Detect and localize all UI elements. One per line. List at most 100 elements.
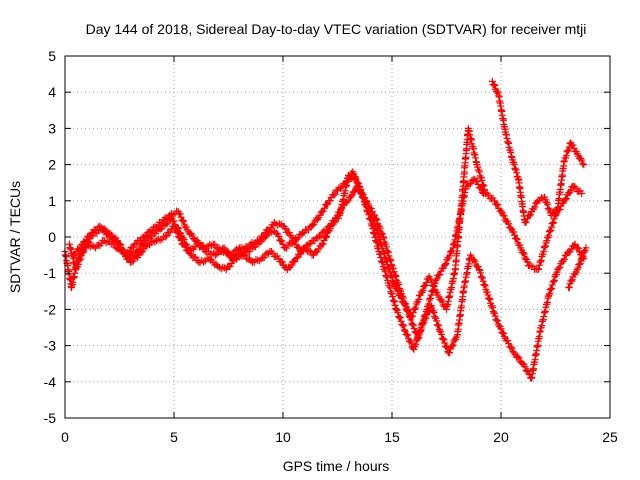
data-point-marker	[299, 229, 307, 237]
data-point-marker	[279, 240, 287, 248]
y-tick-label: 1	[48, 193, 56, 209]
data-point-marker	[129, 257, 137, 265]
data-point-marker	[570, 182, 578, 190]
data-point-marker	[432, 276, 440, 284]
data-point-marker	[504, 337, 512, 345]
chart-title: Day 144 of 2018, Sidereal Day-to-day VTE…	[86, 21, 587, 37]
data-point-marker	[429, 286, 437, 294]
data-point-marker	[299, 246, 307, 254]
data-point-marker	[449, 341, 457, 349]
data-point-marker	[543, 237, 551, 245]
data-point-marker	[494, 317, 502, 325]
data-point-marker	[415, 330, 423, 338]
data-point-marker	[130, 251, 138, 259]
data-point-marker	[310, 220, 318, 228]
data-point-marker	[544, 204, 552, 212]
data-point-marker	[465, 181, 473, 189]
data-point-marker	[448, 247, 456, 255]
data-point-marker	[262, 233, 270, 241]
data-point-marker	[546, 289, 554, 297]
y-tick-label: -5	[44, 410, 57, 426]
data-point-marker	[477, 273, 485, 281]
data-point-marker	[484, 291, 492, 299]
data-point-marker	[545, 291, 553, 299]
data-point-marker	[386, 284, 394, 292]
data-point-marker	[338, 183, 346, 191]
data-point-marker	[278, 237, 286, 245]
data-point-marker	[569, 141, 577, 149]
data-point-marker	[473, 177, 481, 185]
data-point-marker	[392, 305, 400, 313]
data-point-marker	[367, 204, 375, 212]
data-point-marker	[117, 241, 125, 249]
data-point-marker	[80, 247, 88, 255]
data-point-marker	[531, 203, 539, 211]
data-point-marker	[287, 262, 295, 270]
data-point-marker	[356, 187, 364, 195]
data-point-marker	[383, 247, 391, 255]
data-point-marker	[126, 247, 134, 255]
data-point-marker	[317, 232, 325, 240]
data-point-marker	[77, 252, 85, 260]
data-point-marker	[500, 333, 508, 341]
data-point-marker	[347, 193, 355, 201]
data-point-marker	[550, 277, 558, 285]
data-point-marker	[499, 211, 507, 219]
data-point-marker	[278, 258, 286, 266]
data-point-marker	[230, 250, 238, 258]
data-point-marker	[301, 245, 309, 253]
data-point-marker	[433, 321, 441, 329]
data-point-marker	[410, 325, 418, 333]
data-point-marker	[474, 263, 482, 271]
data-point-marker	[399, 322, 407, 330]
data-point-marker	[364, 200, 372, 208]
data-point-marker	[512, 235, 520, 243]
data-point-marker	[320, 204, 328, 212]
data-point-marker	[446, 348, 454, 356]
data-point-marker	[417, 327, 425, 335]
data-point-marker	[540, 244, 548, 252]
data-point-marker	[415, 334, 423, 342]
data-point-marker	[578, 254, 586, 261]
data-point-marker	[409, 321, 417, 329]
data-point-marker	[395, 313, 403, 321]
data-point-marker	[547, 226, 555, 234]
data-point-marker	[309, 221, 317, 229]
data-point-marker	[549, 219, 557, 227]
data-point-marker	[579, 160, 587, 168]
data-point-marker	[510, 228, 518, 236]
data-point-marker	[560, 256, 568, 264]
data-point-marker	[562, 194, 570, 202]
data-point-marker	[409, 308, 417, 316]
data-point-marker	[497, 207, 505, 215]
y-tick-label: 2	[48, 157, 56, 173]
data-point-marker	[403, 306, 411, 314]
data-point-marker	[200, 258, 208, 266]
data-point-marker	[508, 344, 516, 352]
y-tick-label: 3	[48, 120, 56, 136]
x-tick-label: 0	[61, 429, 69, 445]
data-point-marker	[486, 295, 494, 303]
data-point-marker	[491, 81, 499, 89]
data-point-marker	[380, 234, 388, 242]
data-point-marker	[286, 232, 294, 240]
data-point-marker	[427, 294, 435, 302]
data-point-marker	[170, 217, 178, 225]
data-point-marker	[348, 192, 356, 200]
data-point-marker	[427, 275, 435, 283]
data-point-marker	[524, 367, 532, 375]
data-point-marker	[537, 258, 545, 266]
x-tick-label: 20	[493, 429, 509, 445]
data-point-marker	[179, 234, 187, 242]
data-point-marker	[90, 242, 98, 250]
data-point-marker	[281, 225, 289, 233]
y-tick-label: 5	[48, 48, 56, 64]
data-point-marker	[285, 228, 293, 236]
data-point-marker	[352, 174, 360, 182]
data-point-marker	[400, 326, 408, 334]
y-tick-label: -2	[44, 301, 57, 317]
data-point-marker	[476, 168, 484, 176]
data-point-marker	[526, 211, 534, 219]
data-point-marker	[422, 311, 430, 319]
